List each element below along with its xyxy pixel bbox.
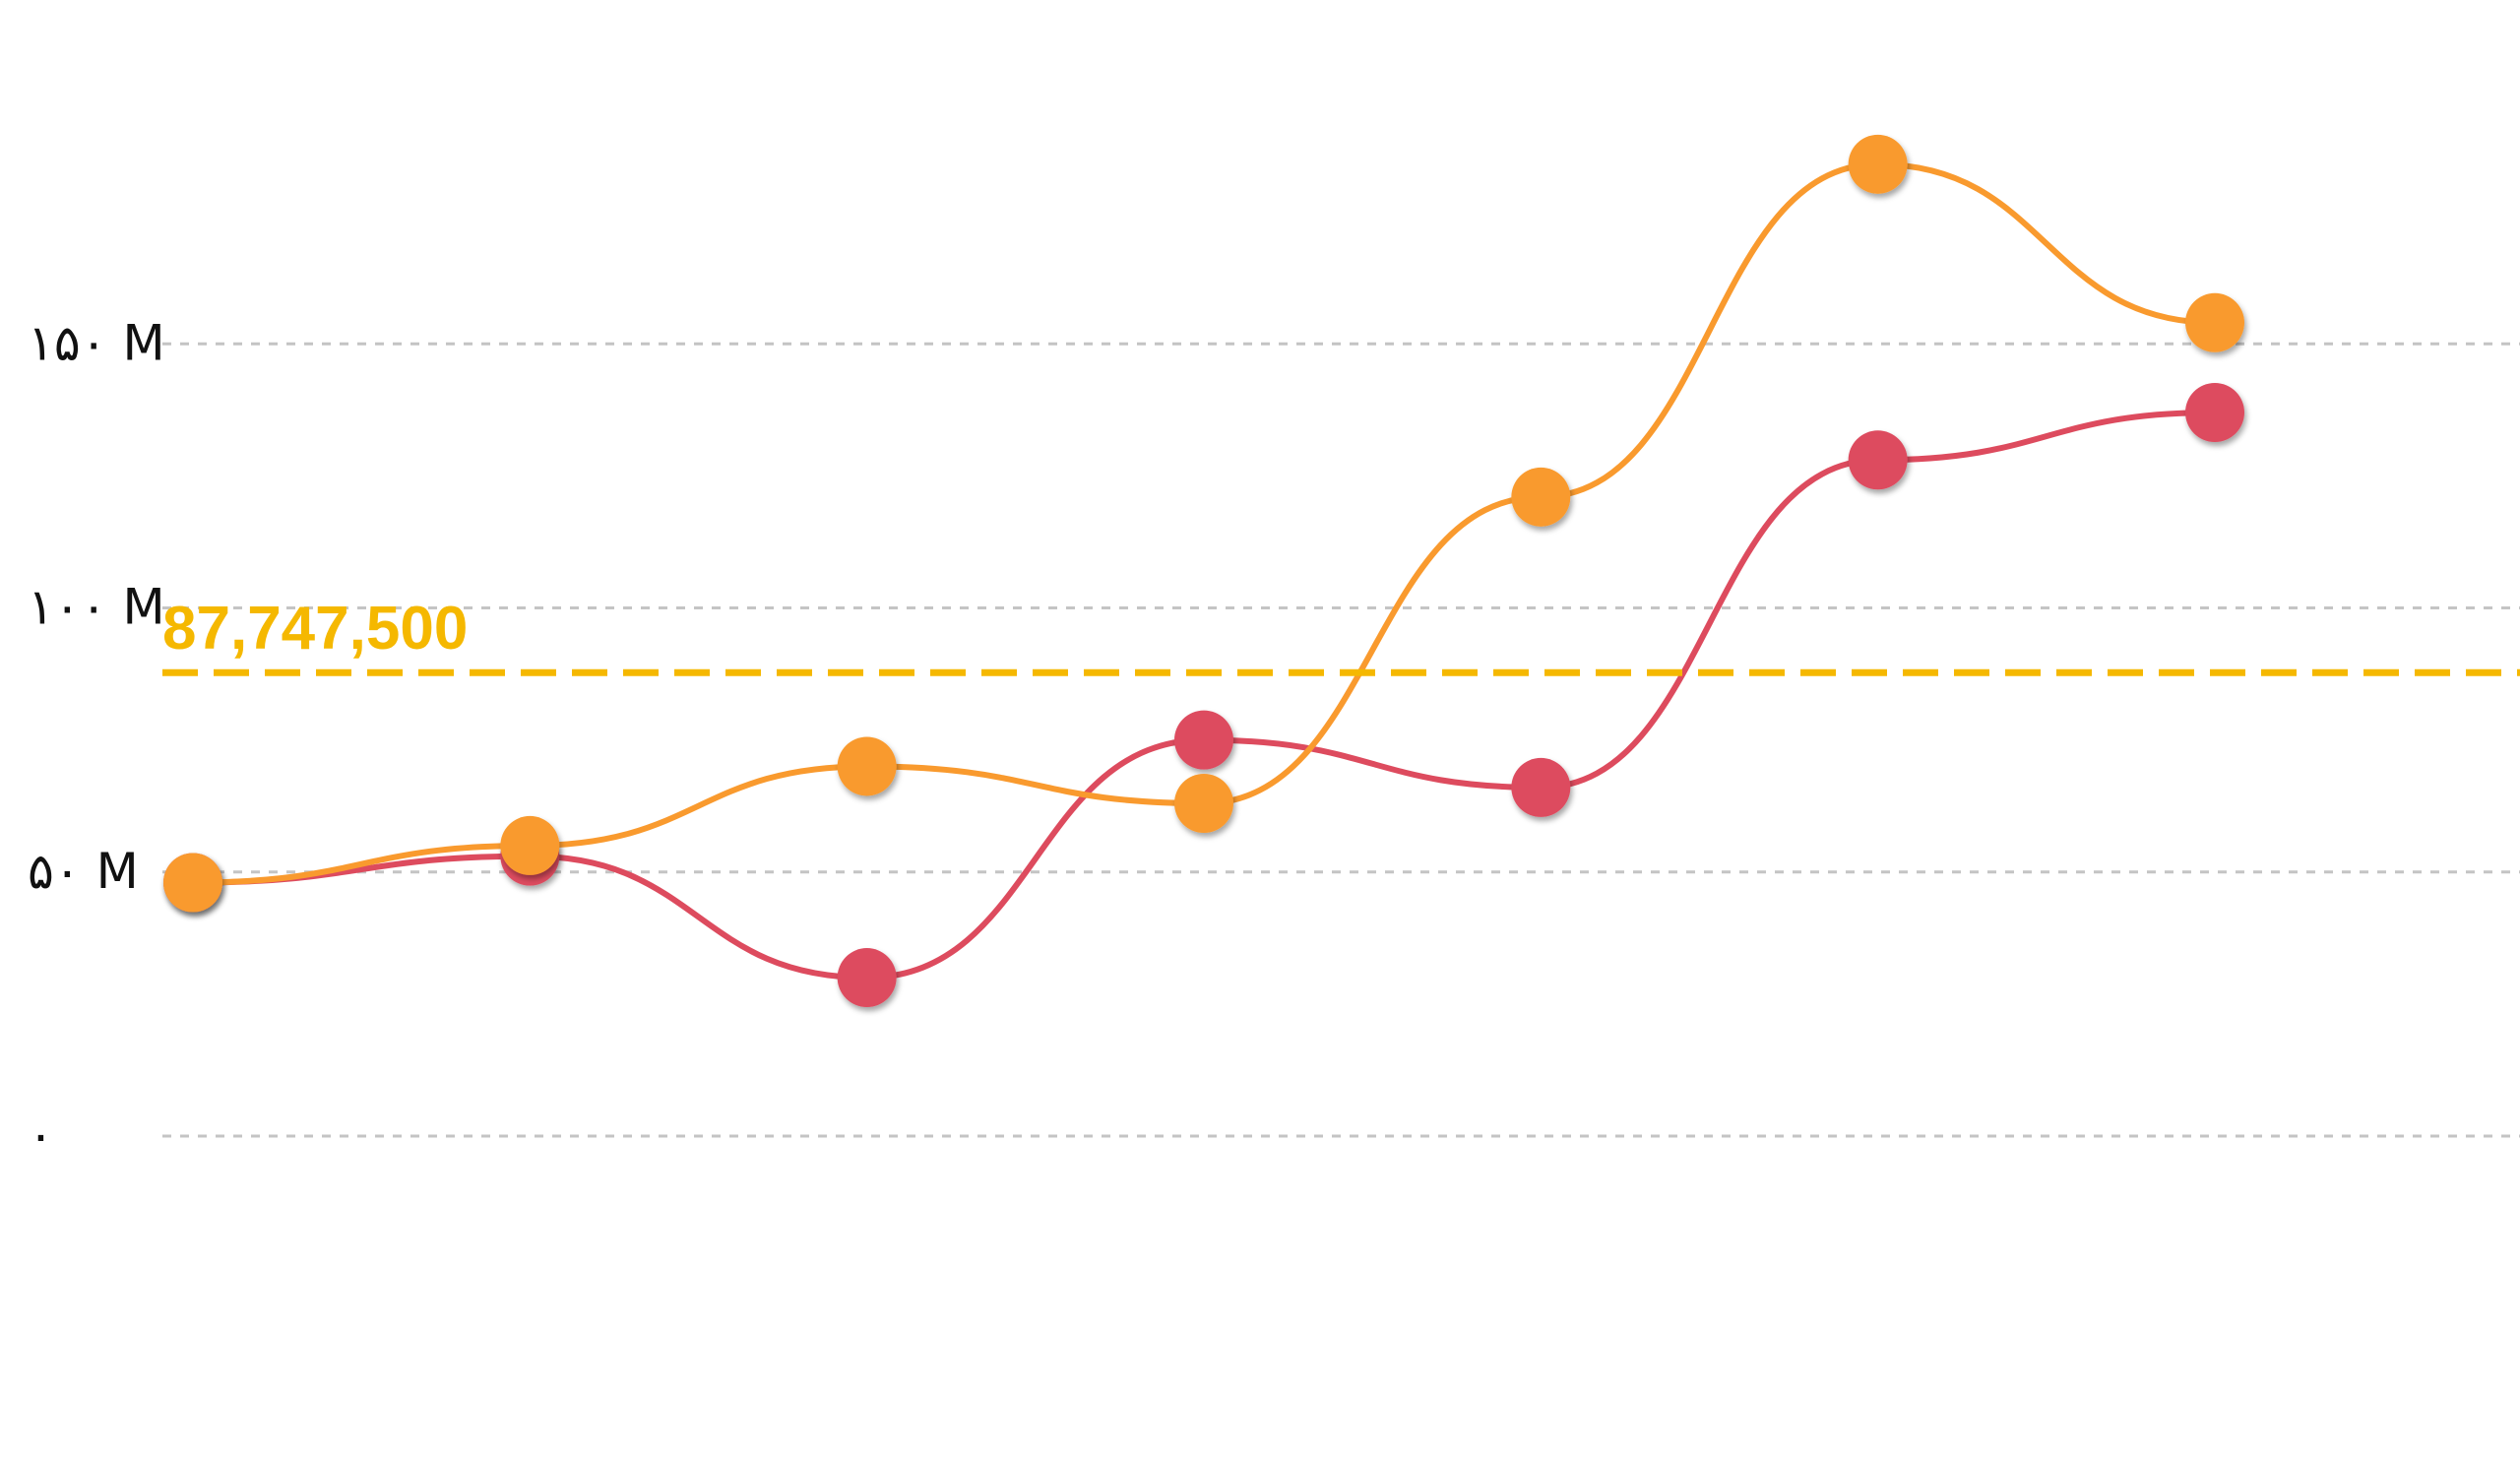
data-point[interactable] <box>1511 467 1571 527</box>
y-tick-label: ۵۰ M <box>28 843 139 900</box>
series-layer <box>163 134 2244 1008</box>
data-point[interactable] <box>163 853 222 913</box>
data-point[interactable] <box>1511 757 1571 817</box>
data-point[interactable] <box>1848 430 1908 490</box>
gridlines <box>162 342 2520 1138</box>
y-tick-label: ۱۰۰ M <box>28 579 165 636</box>
data-point[interactable] <box>1174 774 1233 834</box>
reference-line-label: 87,747,500 <box>162 595 468 663</box>
y-axis-tick-labels: ۰ ۵۰ M ۱۰۰ M ۱۵۰ M <box>28 314 165 1164</box>
series-1 <box>163 382 2244 1008</box>
y-tick-label: ۱۵۰ M <box>28 314 165 371</box>
series-line <box>192 409 2216 982</box>
data-point[interactable] <box>2185 292 2244 352</box>
data-point[interactable] <box>1174 710 1233 770</box>
data-point[interactable] <box>1848 134 1908 194</box>
average-reference-line: 87,747,500 <box>162 595 2520 676</box>
data-point[interactable] <box>837 948 897 1008</box>
data-point[interactable] <box>500 815 560 875</box>
y-tick-label: ۰ <box>28 1107 54 1164</box>
series-2 <box>163 134 2244 913</box>
data-point[interactable] <box>837 736 897 796</box>
data-point[interactable] <box>2185 382 2244 442</box>
